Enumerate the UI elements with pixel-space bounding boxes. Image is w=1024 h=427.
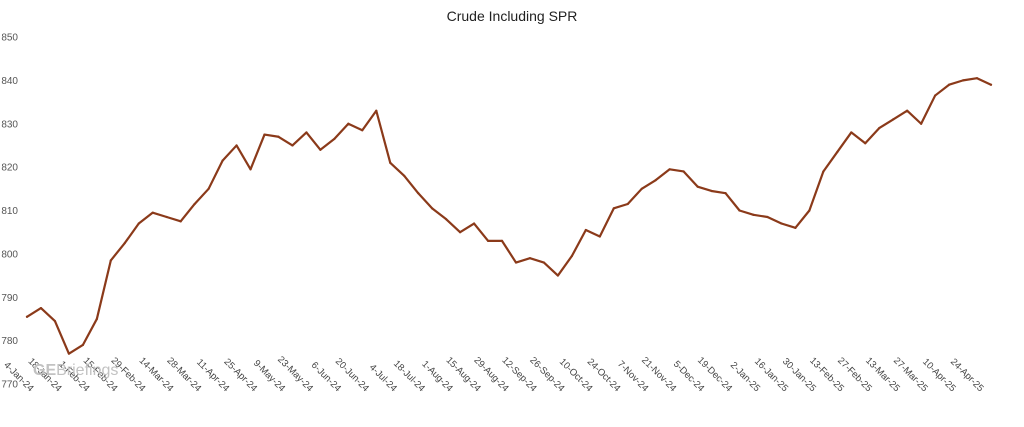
data-point: [500, 239, 504, 242]
data-point: [81, 343, 84, 347]
y-tick-label: 840: [1, 76, 18, 87]
data-point: [95, 317, 98, 321]
data-point: [598, 235, 601, 238]
y-tick-label: 850: [1, 33, 18, 44]
data-point: [654, 179, 657, 182]
data-point: [947, 83, 951, 86]
data-point: [472, 222, 476, 225]
data-point: [528, 257, 532, 260]
data-point: [514, 261, 518, 264]
data-point: [375, 109, 378, 112]
data-point: [975, 77, 979, 80]
data-point: [333, 137, 336, 141]
data-point: [710, 189, 713, 193]
data-point: [53, 320, 57, 323]
data-point: [403, 174, 406, 177]
data-point: [291, 144, 294, 147]
data-point: [878, 126, 881, 130]
data-point: [780, 222, 783, 225]
data-point: [556, 274, 560, 277]
y-tick-label: 800: [1, 249, 18, 260]
data-point: [277, 135, 280, 138]
data-point: [417, 192, 420, 195]
data-point: [906, 109, 909, 112]
data-point: [542, 261, 546, 264]
watermark-bold: GE: [33, 362, 56, 379]
data-point: [612, 207, 615, 210]
chart-title: Crude Including SPR: [447, 8, 578, 24]
data-point: [179, 220, 182, 223]
data-point: [584, 228, 587, 232]
data-point: [961, 79, 965, 82]
data-point: [836, 150, 839, 154]
data-point: [445, 218, 448, 221]
data-point: [305, 131, 308, 134]
data-point: [640, 187, 643, 190]
data-point: [626, 202, 629, 206]
y-tick-label: 810: [1, 206, 18, 217]
data-point: [738, 209, 741, 212]
data-point: [682, 170, 685, 173]
data-point: [39, 306, 43, 310]
data-point: [193, 202, 196, 206]
data-point: [850, 131, 853, 134]
data-point: [920, 122, 923, 125]
data-point: [263, 133, 266, 136]
data-point: [207, 187, 210, 190]
data-point: [151, 211, 154, 214]
data-point: [794, 226, 797, 229]
data-point: [459, 231, 462, 234]
data-point: [486, 239, 490, 242]
data-point: [934, 94, 937, 97]
x-axis: 4-Jan-2418-Jan-241-Feb-2415-Feb-2429-Feb…: [1, 354, 985, 394]
data-point: [25, 315, 29, 318]
data-point: [766, 215, 769, 219]
data-point: [361, 129, 364, 132]
y-tick-label: 820: [1, 163, 18, 174]
y-tick-label: 790: [1, 293, 18, 304]
data-point: [808, 209, 811, 212]
data-point: [822, 170, 825, 173]
data-point: [389, 161, 392, 164]
data-point: [752, 213, 755, 216]
y-tick-label: 770: [1, 380, 18, 391]
data-point: [109, 259, 112, 262]
data-point: [989, 83, 993, 86]
data-point: [724, 192, 727, 195]
series-group: [25, 77, 993, 355]
watermark-logo: GEBriefings: [33, 362, 118, 379]
data-point: [235, 144, 238, 147]
data-point: [696, 185, 699, 188]
data-point: [668, 168, 671, 171]
y-tick-label: 780: [1, 336, 18, 347]
watermark-rest: Briefings: [56, 362, 118, 379]
data-point: [221, 159, 224, 162]
y-tick-label: 830: [1, 119, 18, 130]
data-point: [319, 148, 322, 151]
data-point: [864, 142, 867, 145]
data-point: [570, 254, 573, 258]
data-point: [431, 207, 434, 210]
y-axis: 770 780 790 800 810 820 830 840 850: [1, 33, 18, 391]
data-point: [249, 168, 252, 171]
series-line: [25, 77, 993, 355]
data-point: [892, 118, 895, 121]
data-point: [165, 215, 168, 219]
data-point: [67, 352, 71, 355]
data-point: [347, 122, 350, 125]
data-point: [123, 241, 126, 245]
data-point: [137, 222, 140, 225]
